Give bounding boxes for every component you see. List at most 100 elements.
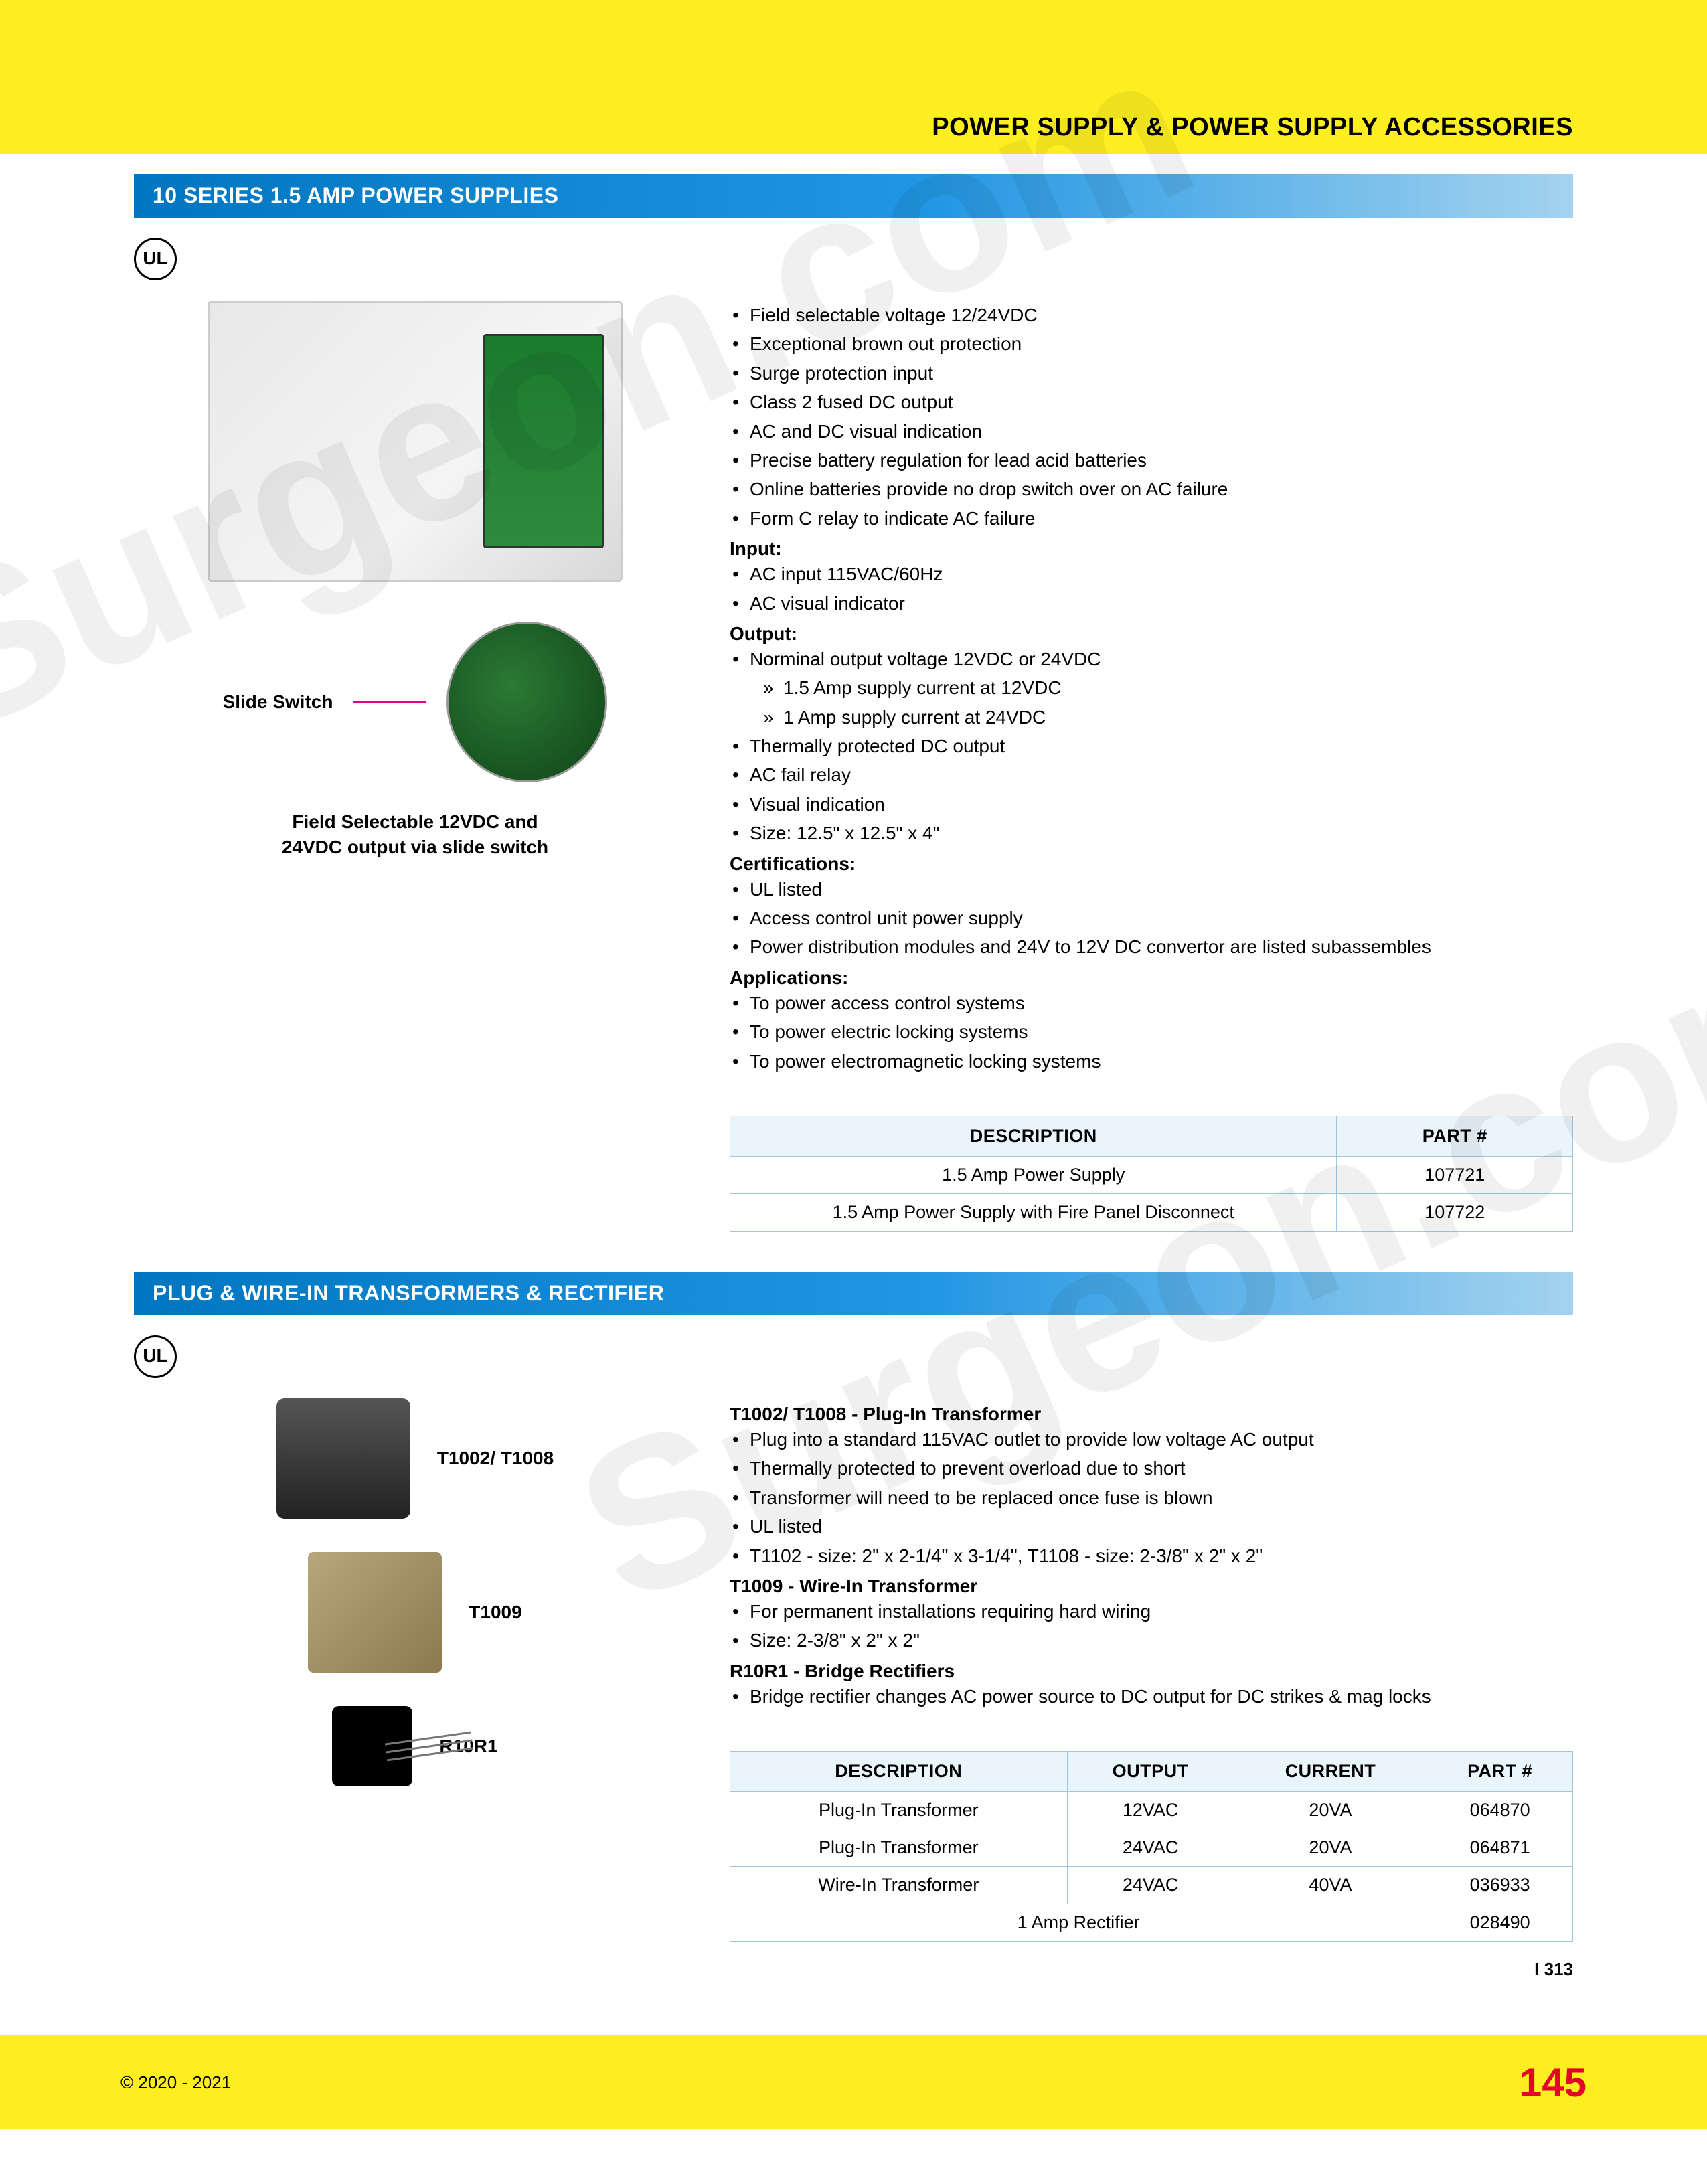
table-row: 1 Amp Rectifier 028490	[730, 1904, 1573, 1942]
cell: 028490	[1427, 1904, 1573, 1942]
cell: 064870	[1427, 1792, 1573, 1829]
section2-right: T1002/ T1008 - Plug-In Transformer Plug …	[730, 1398, 1573, 1942]
product-label: T1009	[469, 1602, 521, 1623]
list-item: For permanent installations requiring ha…	[730, 1597, 1573, 1626]
table-row: Plug-In Transformer 12VAC 20VA 064870	[730, 1792, 1573, 1829]
list-item: AC input 115VAC/60Hz	[730, 560, 1573, 588]
h2-list: For permanent installations requiring ha…	[730, 1597, 1573, 1655]
section1-parts-table: DESCRIPTION PART # 1.5 Amp Power Supply …	[730, 1116, 1573, 1232]
ul-text: UL	[143, 248, 167, 269]
product-label: R10R1	[439, 1736, 497, 1757]
table-row: 1.5 Amp Power Supply 107721	[730, 1156, 1573, 1193]
input-label: Input:	[730, 538, 1573, 560]
cell: 20VA	[1234, 1829, 1427, 1867]
list-item: AC fail relay	[730, 760, 1573, 789]
feature-item: Exceptional brown out protection	[730, 329, 1573, 358]
section2-body: T1002/ T1008 T1009 R10R1 T1002/ T1008 - …	[134, 1398, 1573, 1942]
list-item: Size: 12.5" x 12.5" x 4"	[730, 819, 1573, 847]
table-row: Plug-In Transformer 24VAC 20VA 064871	[730, 1829, 1573, 1867]
catalog-page: Surgeon.com Surgeon.com POWER SUPPLY & P…	[0, 0, 1707, 2129]
cell-desc: 1.5 Amp Power Supply	[730, 1156, 1337, 1193]
table-header-row: DESCRIPTION PART #	[730, 1116, 1573, 1156]
list-item: Plug into a standard 115VAC outlet to pr…	[730, 1425, 1573, 1454]
cert-list: UL listed Access control unit power supp…	[730, 875, 1573, 962]
list-item: Thermally protected DC output	[730, 732, 1573, 760]
section2-left: T1002/ T1008 T1009 R10R1	[134, 1398, 696, 1942]
list-item: Power distribution modules and 24V to 12…	[730, 932, 1573, 961]
spacer	[134, 1232, 1573, 1272]
table-row: 1.5 Amp Power Supply with Fire Panel Dis…	[730, 1193, 1573, 1231]
list-item: Thermally protected to prevent overload …	[730, 1454, 1573, 1483]
cell: 064871	[1427, 1829, 1573, 1867]
list-sub-item: 1 Amp supply current at 24VDC	[730, 703, 1573, 732]
cell: Plug-In Transformer	[730, 1792, 1068, 1829]
col-description: DESCRIPTION	[730, 1116, 1337, 1156]
index-wrapper: I 313	[134, 1942, 1573, 1982]
product-label: T1002/ T1008	[437, 1448, 554, 1469]
index-number: I 313	[1534, 1959, 1573, 1980]
list-item: Norminal output voltage 12VDC or 24VDC	[730, 645, 1573, 673]
cell: 036933	[1427, 1867, 1573, 1904]
features-list: Field selectable voltage 12/24VDC Except…	[730, 301, 1573, 533]
col-part: PART #	[1337, 1116, 1573, 1156]
app-list: To power access control systems To power…	[730, 989, 1573, 1076]
section1-left: Slide Switch Field Selectable 12VDC and …	[134, 301, 696, 1232]
list-item: To power electromagnetic locking systems	[730, 1047, 1573, 1076]
pointer-line	[353, 701, 426, 703]
cell: Wire-In Transformer	[730, 1867, 1068, 1904]
feature-item: Field selectable voltage 12/24VDC	[730, 301, 1573, 329]
app-label: Applications:	[730, 967, 1573, 989]
list-item: Transformer will need to be replaced onc…	[730, 1483, 1573, 1512]
h3-list: Bridge rectifier changes AC power source…	[730, 1682, 1573, 1711]
feature-item: AC and DC visual indication	[730, 417, 1573, 446]
category-title: POWER SUPPLY & POWER SUPPLY ACCESSORIES	[932, 113, 1573, 142]
list-item: To power access control systems	[730, 989, 1573, 1017]
section1-header: 10 SERIES 1.5 AMP POWER SUPPLIES	[134, 174, 1573, 218]
cell-part: 107721	[1337, 1156, 1573, 1193]
cell: 24VAC	[1067, 1867, 1234, 1904]
output-list: Norminal output voltage 12VDC or 24VDC 1…	[730, 645, 1573, 848]
list-sub-item: 1.5 Amp supply current at 12VDC	[730, 673, 1573, 702]
list-item: UL listed	[730, 1512, 1573, 1541]
cell-part: 107722	[1337, 1193, 1573, 1231]
feature-item: Form C relay to indicate AC failure	[730, 504, 1573, 533]
col-output: OUTPUT	[1067, 1752, 1234, 1792]
product-row: R10R1	[134, 1706, 696, 1786]
sub-heading: T1002/ T1008 - Plug-In Transformer	[730, 1404, 1573, 1425]
content-area: 10 SERIES 1.5 AMP POWER SUPPLIES UL Slid…	[0, 154, 1707, 2035]
cell: Plug-In Transformer	[730, 1829, 1068, 1867]
switch-detail: Slide Switch	[223, 622, 608, 782]
feature-item: Class 2 fused DC output	[730, 388, 1573, 416]
col-current: CURRENT	[1234, 1752, 1427, 1792]
list-item: Size: 2-3/8" x 2" x 2"	[730, 1626, 1573, 1655]
list-item: AC visual indicator	[730, 589, 1573, 618]
cell: 20VA	[1234, 1792, 1427, 1829]
h1-list: Plug into a standard 115VAC outlet to pr…	[730, 1425, 1573, 1570]
list-item: T1102 - size: 2" x 2-1/4" x 3-1/4", T110…	[730, 1541, 1573, 1570]
switch-zoom-circle	[446, 622, 607, 782]
caption-line1: Field Selectable 12VDC and	[292, 811, 538, 832]
feature-item: Precise battery regulation for lead acid…	[730, 446, 1573, 475]
list-item: To power electric locking systems	[730, 1017, 1573, 1046]
col-description: DESCRIPTION	[730, 1752, 1068, 1792]
list-item: Bridge rectifier changes AC power source…	[730, 1682, 1573, 1711]
list-item: UL listed	[730, 875, 1573, 904]
cert-label: Certifications:	[730, 853, 1573, 875]
page-number: 145	[1520, 2060, 1587, 2106]
section2-header: PLUG & WIRE-IN TRANSFORMERS & RECTIFIER	[134, 1272, 1573, 1315]
output-label: Output:	[730, 623, 1573, 645]
product-enclosure-image	[208, 301, 623, 582]
ul-badge: UL	[134, 238, 177, 280]
product-row: T1009	[134, 1552, 696, 1673]
rectifier-image	[332, 1706, 412, 1786]
table-header-row: DESCRIPTION OUTPUT CURRENT PART #	[730, 1752, 1573, 1792]
cell-desc: 1.5 Amp Power Supply with Fire Panel Dis…	[730, 1193, 1337, 1231]
ul-badge: UL	[134, 1335, 177, 1378]
feature-item: Online batteries provide no drop switch …	[730, 475, 1573, 503]
section2-parts-table: DESCRIPTION OUTPUT CURRENT PART # Plug-I…	[730, 1751, 1573, 1942]
section1-right: Field selectable voltage 12/24VDC Except…	[730, 301, 1573, 1232]
caption-line2: 24VDC output via slide switch	[282, 837, 548, 857]
feature-item: Surge protection input	[730, 359, 1573, 388]
ul-text: UL	[143, 1345, 167, 1367]
input-list: AC input 115VAC/60Hz AC visual indicator	[730, 560, 1573, 618]
